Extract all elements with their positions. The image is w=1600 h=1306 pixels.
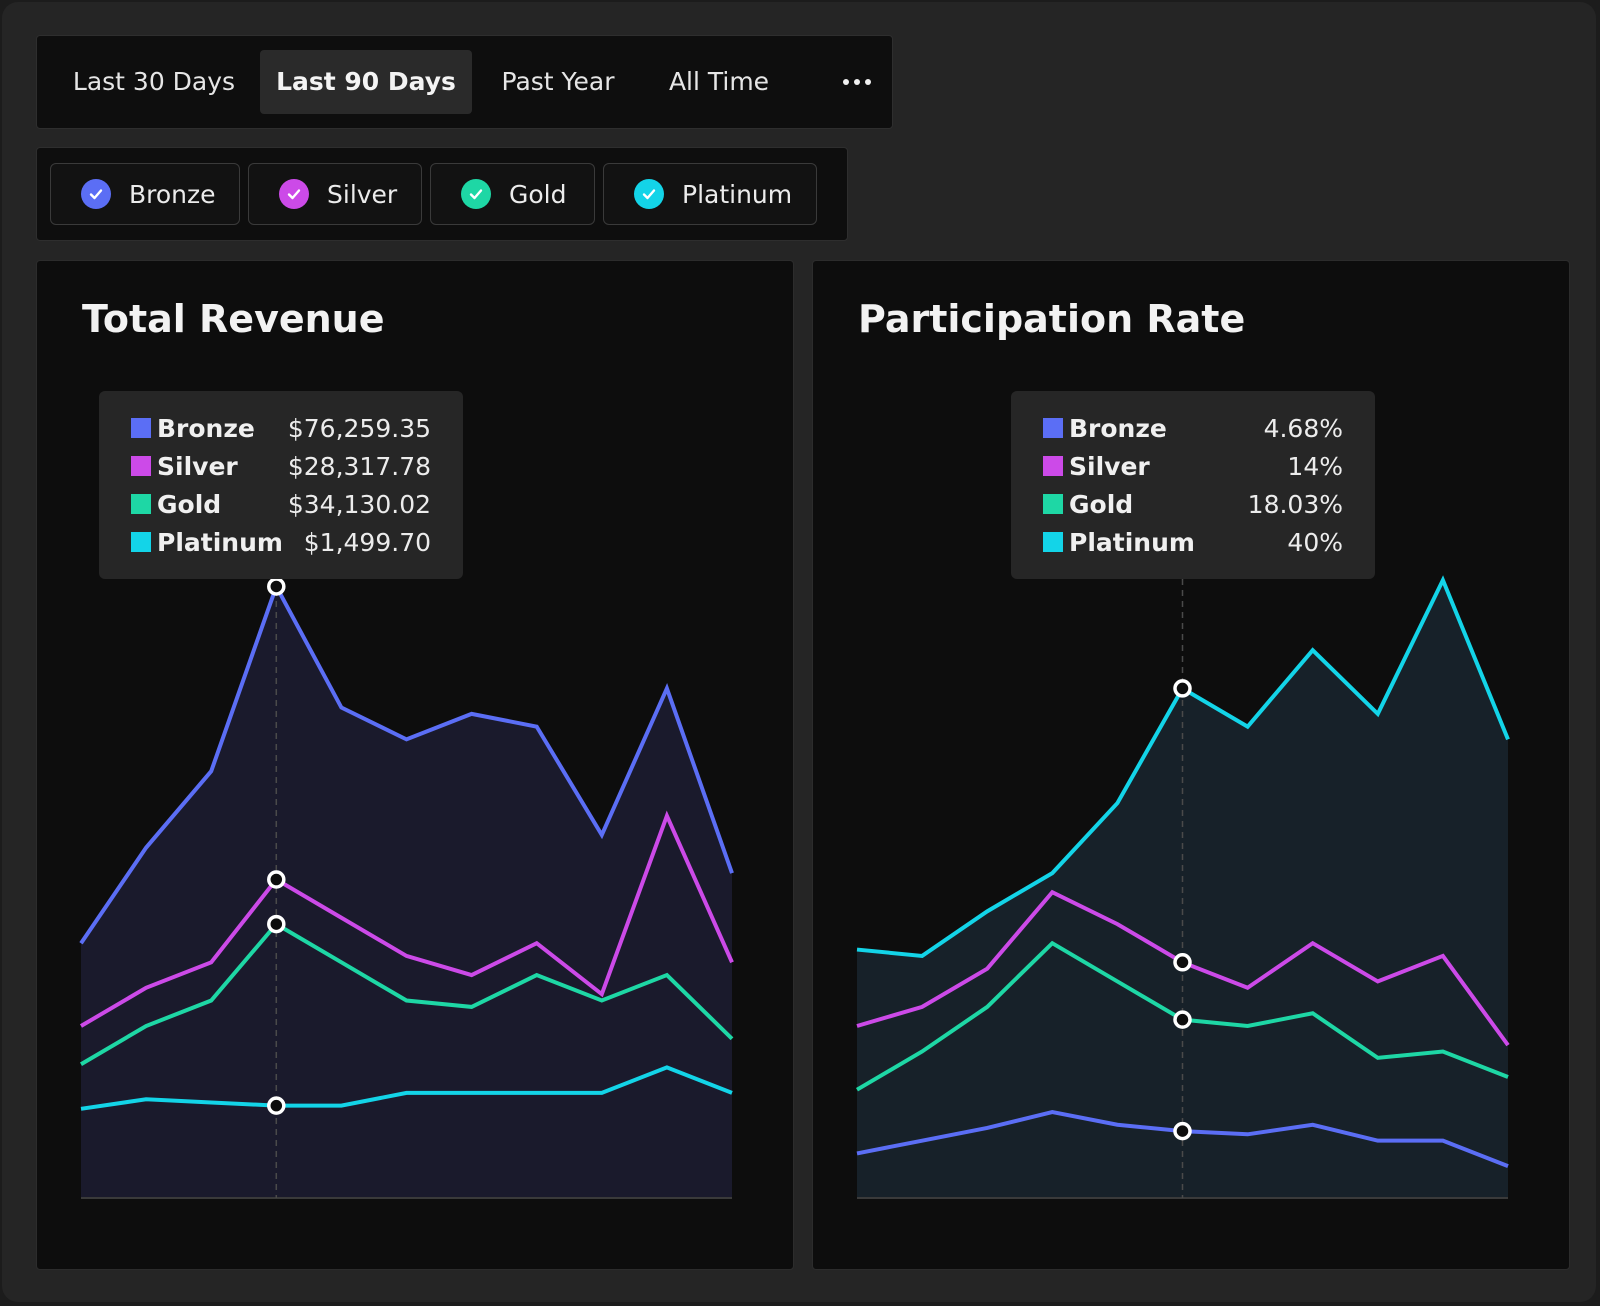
series-line-silver bbox=[79, 810, 734, 1028]
legend-swatch bbox=[131, 418, 151, 438]
hover-point-platinum[interactable] bbox=[1173, 679, 1192, 698]
tooltip-series-name: Gold bbox=[1069, 489, 1134, 519]
tooltip-value: $28,317.78 bbox=[287, 451, 431, 481]
filter-chip-gold[interactable]: Gold bbox=[430, 163, 595, 225]
date-range-bar: Last 30 Days Last 90 Days Past Year All … bbox=[36, 35, 893, 129]
filter-label: Silver bbox=[327, 179, 398, 209]
legend-swatch bbox=[1043, 456, 1063, 476]
filter-chip-silver[interactable]: Silver bbox=[248, 163, 422, 225]
legend-swatch bbox=[131, 456, 151, 476]
tooltip-value: $76,259.35 bbox=[287, 413, 431, 443]
tooltip-value: 4.68% bbox=[1263, 413, 1343, 443]
tooltip-series-name: Silver bbox=[1069, 451, 1150, 481]
tab-last-30-days[interactable]: Last 30 Days bbox=[72, 67, 236, 96]
tooltip-series-name: Bronze bbox=[1069, 413, 1167, 443]
hover-point-silver[interactable] bbox=[1173, 953, 1192, 972]
series-line-gold bbox=[79, 921, 734, 1066]
filter-label: Platinum bbox=[682, 179, 793, 209]
series-filter-bar: Bronze Silver Gold Platinum bbox=[36, 147, 848, 241]
tooltip-series-name: Platinum bbox=[1069, 527, 1195, 557]
filter-label: Gold bbox=[509, 179, 567, 209]
tooltip-row: Bronze $76,259.35 bbox=[131, 409, 431, 447]
legend-swatch bbox=[1043, 532, 1063, 552]
tooltip-series-name: Silver bbox=[157, 451, 238, 481]
filter-chip-bronze[interactable]: Bronze bbox=[50, 163, 240, 225]
hover-point-gold[interactable] bbox=[1173, 1010, 1192, 1029]
series-line-bronze bbox=[79, 581, 734, 945]
legend-swatch bbox=[1043, 418, 1063, 438]
check-circle-icon bbox=[81, 179, 111, 209]
tooltip-row: Silver $28,317.78 bbox=[131, 447, 431, 485]
check-circle-icon bbox=[461, 179, 491, 209]
tooltip-value: 40% bbox=[1287, 527, 1343, 557]
panel-title: Total Revenue bbox=[82, 297, 385, 341]
tooltip-series-name: Platinum bbox=[157, 527, 283, 557]
hover-point-gold[interactable] bbox=[267, 914, 286, 934]
series-line-platinum bbox=[80, 1065, 733, 1111]
tab-all-time[interactable]: All Time bbox=[668, 67, 770, 96]
tooltip-row: Gold 18.03% bbox=[1043, 485, 1343, 523]
hover-point-bronze[interactable] bbox=[1173, 1121, 1192, 1141]
participation-rate-panel: Participation Rate Bronze 4.68% Silver 14%… bbox=[812, 260, 1570, 1270]
legend-swatch bbox=[131, 532, 151, 552]
legend-swatch bbox=[1043, 494, 1063, 514]
total-revenue-panel: Total Revenue Bronze $76,259.35 Silver $28… bbox=[36, 260, 794, 1270]
chart-tooltip: Bronze 4.68% Silver 14% Gold 18.03% Platinu… bbox=[1011, 391, 1375, 579]
filter-chip-platinum[interactable]: Platinum bbox=[603, 163, 817, 225]
chart-area-fill bbox=[81, 586, 732, 1198]
tab-last-90-days[interactable]: Last 90 Days bbox=[260, 50, 472, 114]
tooltip-row: Silver 14% bbox=[1043, 447, 1343, 485]
tooltip-value: 14% bbox=[1287, 451, 1343, 481]
tooltip-value: $34,130.02 bbox=[287, 489, 431, 519]
chart-tooltip: Bronze $76,259.35 Silver $28,317.78 Gold $3… bbox=[99, 391, 463, 579]
check-circle-icon bbox=[279, 179, 309, 209]
tooltip-row: Bronze 4.68% bbox=[1043, 409, 1343, 447]
check-circle-icon bbox=[634, 179, 664, 209]
participation-rate-chart bbox=[855, 575, 1510, 1199]
tooltip-series-name: Bronze bbox=[157, 413, 255, 443]
tab-past-year[interactable]: Past Year bbox=[501, 67, 615, 96]
tooltip-value: $1,499.70 bbox=[303, 527, 431, 557]
hover-point-bronze[interactable] bbox=[267, 577, 286, 596]
hover-point-silver[interactable] bbox=[267, 870, 286, 889]
panel-title: Participation Rate bbox=[858, 297, 1246, 341]
filter-label: Bronze bbox=[129, 179, 216, 209]
tooltip-row: Platinum 40% bbox=[1043, 523, 1343, 561]
total-revenue-chart bbox=[79, 577, 734, 1199]
hover-point-platinum[interactable] bbox=[267, 1096, 286, 1115]
tooltip-series-name: Gold bbox=[157, 489, 222, 519]
legend-swatch bbox=[131, 494, 151, 514]
tooltip-row: Platinum $1,499.70 bbox=[131, 523, 431, 561]
more-options-icon[interactable] bbox=[827, 50, 887, 114]
tooltip-row: Gold $34,130.02 bbox=[131, 485, 431, 523]
tooltip-value: 18.03% bbox=[1247, 489, 1343, 519]
